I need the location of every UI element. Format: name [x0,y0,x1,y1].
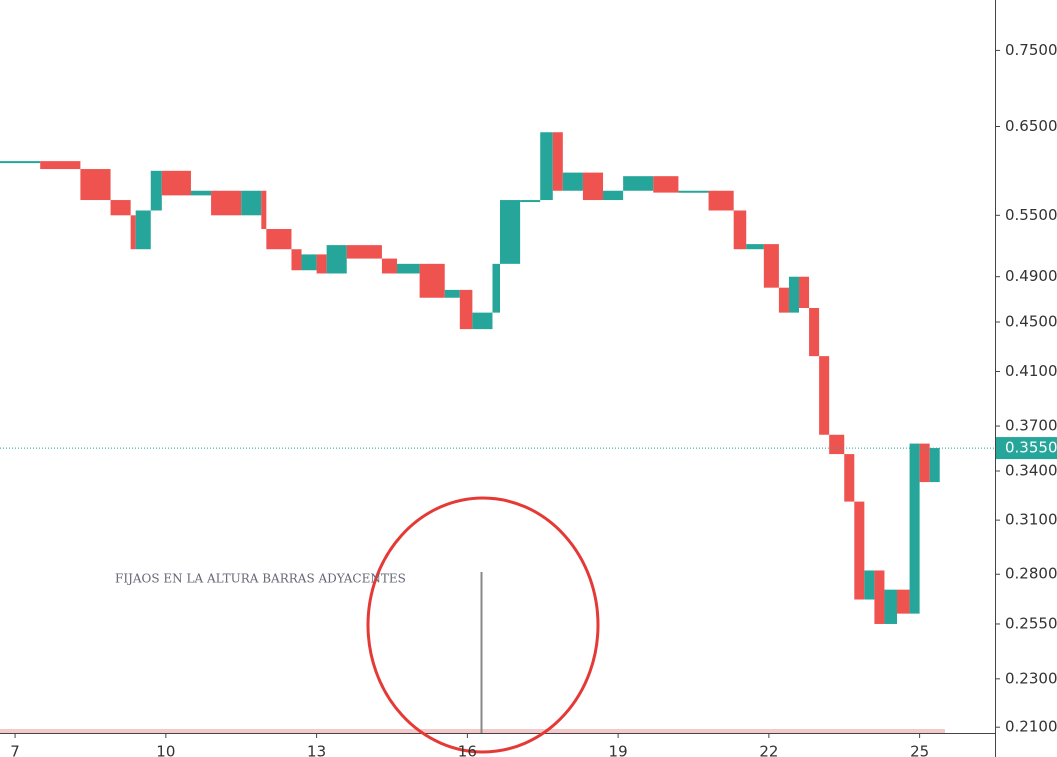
y-tick-label: 0.2800 [1005,565,1057,583]
candle [763,244,779,288]
x-tick-label: 10 [156,743,175,757]
candle [854,501,865,600]
candle [130,215,136,250]
x-tick-label: 25 [910,743,929,757]
candle [809,307,820,357]
candle [135,210,151,250]
candle [778,287,789,313]
candle [110,200,131,216]
candle [552,132,563,191]
x-tick-label: 16 [458,743,477,757]
candle [540,132,553,201]
y-tick-label: 0.3700 [1005,417,1057,435]
candle [603,190,624,201]
candle [562,172,583,191]
y-tick-label: 0.4500 [1005,312,1057,330]
candle [346,245,382,259]
candle [161,170,191,196]
candle [301,254,317,271]
candle [150,170,162,211]
x-tick-label: 19 [609,743,628,757]
candle [864,570,875,600]
candle [266,229,292,250]
y-tick-label: 0.7500 [1005,41,1057,59]
candle [897,589,910,614]
candle [733,210,747,250]
candle [520,200,541,203]
candle [909,443,920,614]
candle [799,276,810,308]
y-tick-label: 0.3400 [1005,462,1057,480]
candle [653,176,679,193]
x-tick-label: 13 [307,743,326,757]
candle [211,190,242,216]
candle [472,312,493,330]
candle [261,190,267,230]
y-tick-label: 0.5500 [1005,206,1057,224]
candle [190,190,212,196]
candle [80,169,111,201]
candle [40,161,81,170]
x-tick-label: 22 [759,743,778,757]
candle [326,245,347,274]
x-tick-label: 7 [10,743,20,757]
candle [241,190,262,216]
y-tick-label: 0.2100 [1005,718,1057,736]
candle [623,176,654,191]
candle [381,258,397,274]
candle [678,190,709,193]
candle [291,249,302,271]
candle [500,200,521,264]
y-tick-label: 0.2550 [1005,614,1057,632]
candle [819,356,830,435]
candle [459,289,473,330]
candle [316,254,327,274]
candle [582,172,604,201]
highlight-circle [366,496,600,754]
candle [444,289,460,298]
volume-strip [0,729,945,733]
candle [419,263,445,298]
last-price-label: 0.3550 [1005,439,1057,457]
candle [844,454,855,502]
annotation: FIJAOS EN LA ALTURA BARRAS ADYACENTES [115,572,406,586]
candle [492,263,501,313]
candle [396,263,420,274]
candle [884,589,898,624]
y-tick-label: 0.2300 [1005,669,1057,687]
candle [874,570,885,624]
y-tick-label: 0.6500 [1005,117,1057,135]
y-tick-label: 0.4900 [1005,267,1057,285]
candle [929,448,940,483]
candle [919,443,930,483]
candle [708,190,734,211]
y-tick-label: 0.4100 [1005,362,1057,380]
candle [0,161,41,164]
last-price-box [996,437,1057,460]
y-tick-label: 0.3100 [1005,511,1057,529]
candle [788,276,800,313]
candle [829,434,845,455]
candle [746,244,764,250]
